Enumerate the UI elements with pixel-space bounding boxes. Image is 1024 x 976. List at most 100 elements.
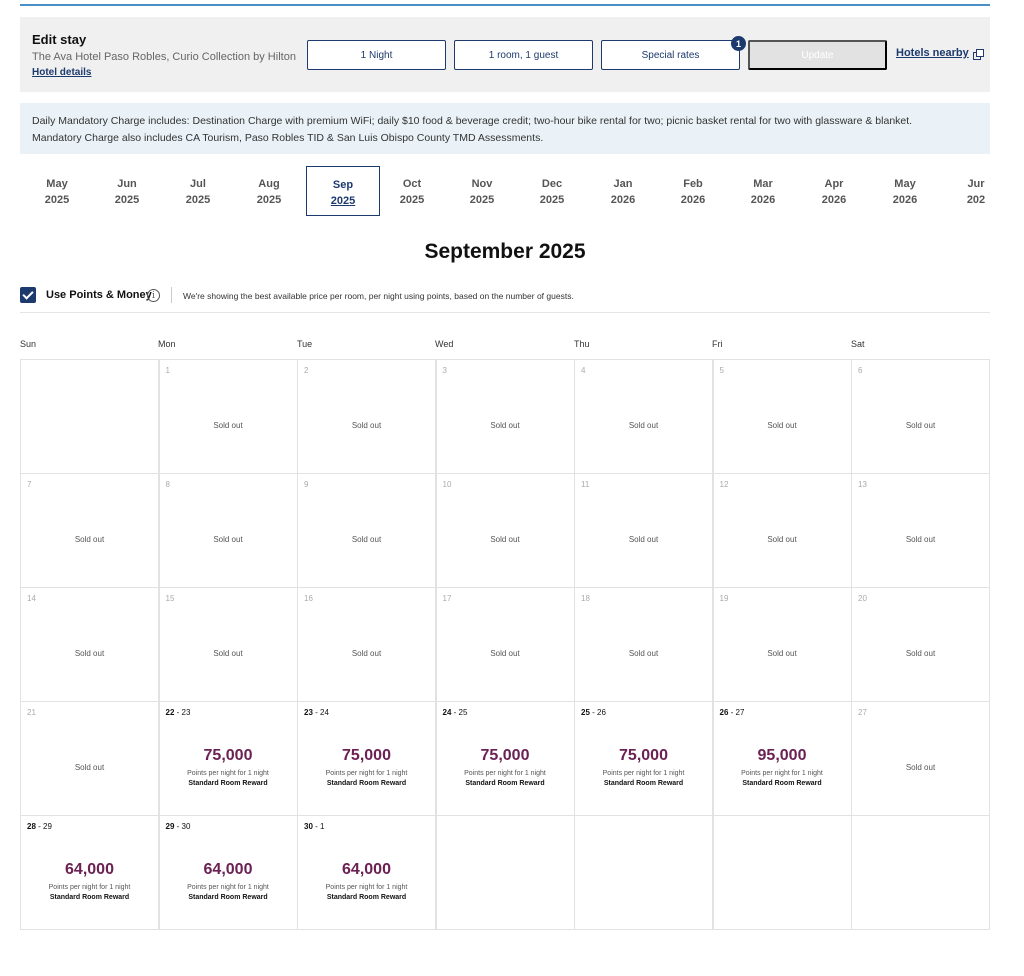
calendar-day-sold-out: 9 Sold out (297, 473, 436, 588)
month-name: Feb (683, 178, 703, 190)
calendar-day-available[interactable]: 29 - 30 64,000 Points per night for 1 nigh… (158, 815, 298, 930)
sold-out-label: Sold out (213, 421, 243, 430)
month-selector: May 2025 Jun 2025 Jul 2025 Aug 2025 Sep 2025 Oct 20… (20, 166, 990, 216)
day-number: 15 (165, 594, 175, 603)
month-year: 2026 (680, 194, 706, 206)
month-name: Jur (967, 178, 985, 190)
day-number: 8 (165, 480, 170, 489)
day-number: 19 (719, 594, 729, 603)
calendar-day-sold-out: 27 Sold out (851, 701, 990, 816)
points-price: 64,000 (342, 861, 391, 878)
month-tab[interactable]: Dec 2025 (515, 166, 589, 216)
weekday-label: Fri (712, 339, 723, 349)
edit-stay-bar: Edit stay The Ava Hotel Paso Robles, Cur… (20, 17, 990, 92)
range-separator: - (174, 822, 182, 831)
month-tab[interactable]: Aug 2025 (232, 166, 306, 216)
points-per-night-label: Points per night for 1 night (187, 770, 269, 777)
calendar-day-available[interactable]: 22 - 23 75,000 Points per night for 1 nigh… (158, 701, 298, 816)
points-per-night-label: Points per night for 1 night (325, 770, 408, 777)
sold-out-label: Sold out (905, 421, 936, 430)
check-out-day: 27 (735, 708, 745, 717)
calendar-day-available[interactable]: 26 - 27 95,000 Points per night for 1 nigh… (712, 701, 852, 816)
range-separator: - (312, 822, 321, 831)
range-separator: - (728, 708, 736, 717)
external-link-icon (972, 48, 984, 60)
hotel-details-link[interactable]: Hotel details (32, 67, 92, 78)
month-tab[interactable]: Jan 2026 (586, 166, 660, 216)
month-year: 2025 (185, 194, 211, 206)
hotels-nearby-link[interactable]: Hotels nearby (896, 47, 984, 60)
month-name: Sep (332, 179, 354, 191)
weekday-label: Sun (20, 339, 37, 349)
month-tab[interactable]: May 2026 (868, 166, 942, 216)
nights-button[interactable]: 1 Night (307, 40, 446, 70)
calendar-day-sold-out: 13 Sold out (851, 473, 990, 588)
day-number: 17 (442, 594, 452, 603)
calendar-day-available[interactable]: 30 - 1 64,000 Points per night for 1 night… (297, 815, 436, 930)
calendar-day-available[interactable]: 28 - 29 64,000 Points per night for 1 nigh… (20, 815, 159, 930)
update-button[interactable]: Update (748, 40, 887, 70)
range-separator: - (174, 708, 182, 717)
month-tab[interactable]: Jun 2025 (90, 166, 164, 216)
points-per-night-label: Points per night for 1 night (48, 884, 131, 891)
month-tab[interactable]: Apr 2026 (797, 166, 871, 216)
weekday-label: Sat (851, 339, 865, 349)
check-out-day: 24 (320, 708, 329, 717)
calendar-empty-cell (20, 359, 159, 474)
sold-out-label: Sold out (767, 421, 797, 430)
day-number: 20 (858, 594, 867, 603)
sold-out-label: Sold out (490, 649, 520, 658)
calendar-day-sold-out: 3 Sold out (435, 359, 575, 474)
month-tab[interactable]: Nov 2025 (445, 166, 519, 216)
day-number: 27 (858, 708, 867, 717)
check-out-day: 1 (320, 822, 325, 831)
edit-stay-title: Edit stay (32, 32, 87, 47)
points-per-night-label: Points per night for 1 night (325, 884, 408, 891)
calendar-day-sold-out: 15 Sold out (158, 587, 298, 702)
month-tab[interactable]: Mar 2026 (726, 166, 800, 216)
sold-out-label: Sold out (905, 649, 936, 658)
calendar-day-sold-out: 12 Sold out (712, 473, 852, 588)
date-range: 23 - 24 (304, 708, 329, 717)
calendar-day-available[interactable]: 25 - 26 75,000 Points per night for 1 nigh… (574, 701, 713, 816)
calendar-day-available[interactable]: 24 - 25 75,000 Points per night for 1 nigh… (435, 701, 575, 816)
range-separator: - (451, 708, 459, 717)
points-money-row: Use Points & Money i We're showing the b… (20, 287, 990, 313)
month-tab[interactable]: Sep 2025 (306, 166, 380, 216)
month-tab[interactable]: Jur 202 (939, 166, 1013, 216)
month-name: Nov (471, 178, 493, 190)
room-reward-type: Standard Room Reward (465, 780, 545, 787)
sold-out-label: Sold out (490, 421, 520, 430)
use-points-checkbox[interactable] (20, 287, 36, 303)
special-rates-button[interactable]: Special rates (601, 40, 740, 70)
day-number: 14 (27, 594, 36, 603)
month-tab[interactable]: Oct 2025 (375, 166, 449, 216)
mandatory-charge-info: Daily Mandatory Charge includes: Destina… (20, 103, 990, 154)
rooms-guests-button[interactable]: 1 room, 1 guest (454, 40, 593, 70)
mandatory-charge-line-2: Mandatory Charge also includes CA Touris… (32, 132, 544, 144)
date-range: 29 - 30 (166, 822, 191, 831)
day-number: 5 (719, 366, 724, 375)
top-divider (20, 4, 990, 6)
sold-out-label: Sold out (351, 421, 382, 430)
check-in-day: 29 (165, 822, 175, 831)
points-price: 75,000 (203, 747, 253, 764)
info-icon[interactable]: i (147, 289, 160, 302)
month-name: Aug (258, 178, 280, 190)
month-tab[interactable]: Feb 2026 (656, 166, 730, 216)
check-in-day: 28 (27, 822, 36, 831)
calendar-day-sold-out: 14 Sold out (20, 587, 159, 702)
range-separator: - (35, 822, 44, 831)
calendar-day-available[interactable]: 23 - 24 75,000 Points per night for 1 nigh… (297, 701, 436, 816)
use-points-label[interactable]: Use Points & Money (46, 289, 152, 301)
month-year: 2025 (399, 194, 425, 206)
check-out-day: 30 (181, 822, 191, 831)
day-number: 2 (304, 366, 309, 375)
month-tab[interactable]: Jul 2025 (161, 166, 235, 216)
sold-out-label: Sold out (905, 763, 936, 772)
calendar-day-sold-out: 16 Sold out (297, 587, 436, 702)
check-in-day: 30 (304, 822, 313, 831)
day-number: 18 (581, 594, 590, 603)
month-tab[interactable]: May 2025 (20, 166, 94, 216)
room-reward-type: Standard Room Reward (49, 894, 130, 901)
